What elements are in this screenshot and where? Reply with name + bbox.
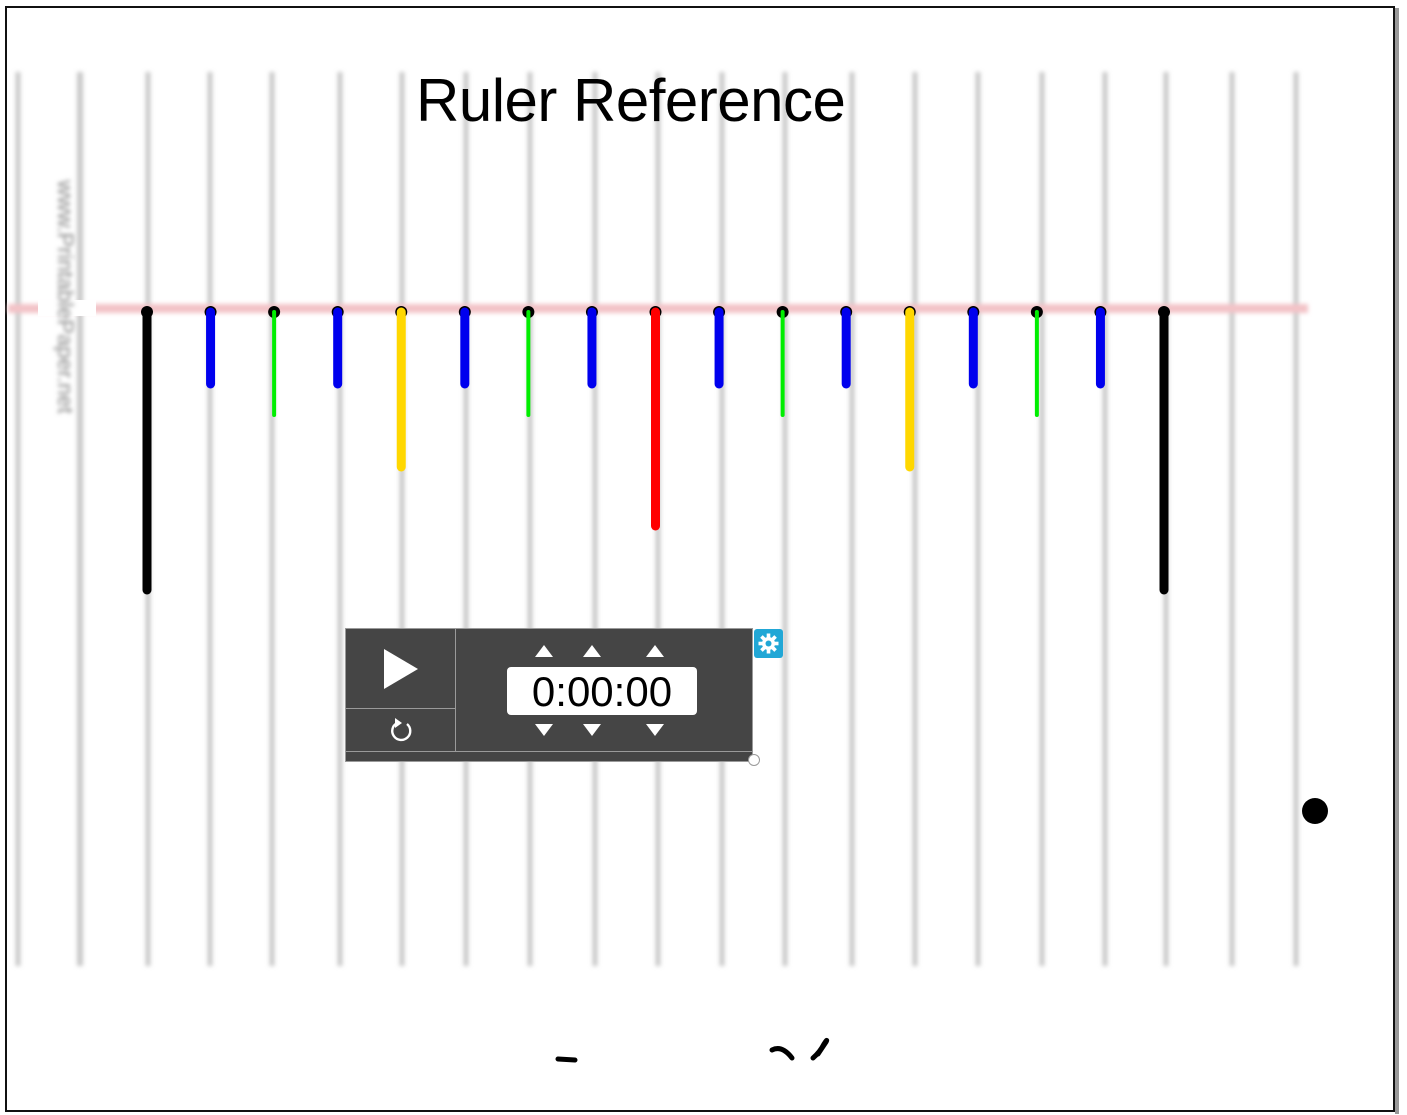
reset-icon bbox=[391, 718, 412, 742]
minutes-up-arrow[interactable] bbox=[583, 645, 601, 657]
timer-widget[interactable]: 0:00:00 bbox=[345, 628, 760, 766]
frame-shadow bbox=[1395, 8, 1399, 1114]
hours-up-arrow[interactable] bbox=[535, 645, 553, 657]
reference-line-gap bbox=[38, 300, 96, 316]
play-icon bbox=[384, 649, 418, 689]
settings-button[interactable] bbox=[754, 629, 783, 658]
minutes-down-arrow[interactable] bbox=[583, 724, 601, 736]
pointer-dot[interactable] bbox=[1302, 798, 1328, 824]
seconds-down-arrow[interactable] bbox=[646, 724, 664, 736]
gear-icon bbox=[758, 633, 779, 654]
seconds-up-arrow[interactable] bbox=[646, 645, 664, 657]
time-display[interactable]: 0:00:00 bbox=[507, 667, 697, 715]
hours-down-arrow[interactable] bbox=[535, 724, 553, 736]
timer-progress-bar bbox=[346, 751, 752, 761]
faint-side-text: www.PrintablePaper.net bbox=[53, 179, 78, 414]
page-title: Ruler Reference bbox=[416, 67, 846, 134]
time-display-area: 0:00:00 bbox=[456, 629, 752, 751]
resize-handle[interactable] bbox=[748, 754, 760, 766]
play-button[interactable] bbox=[346, 629, 456, 709]
reset-button[interactable] bbox=[346, 709, 456, 751]
